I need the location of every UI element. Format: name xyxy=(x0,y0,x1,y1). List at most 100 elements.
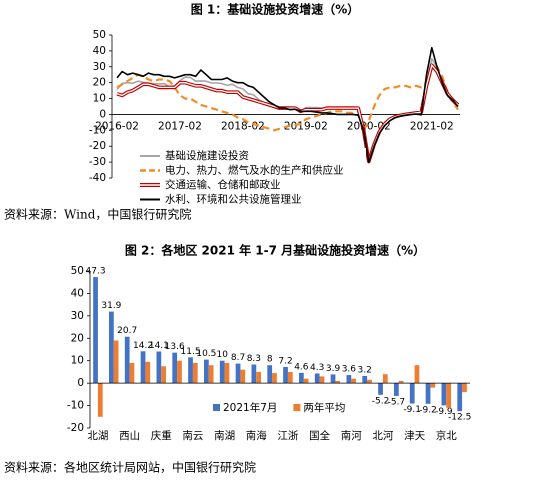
x-tick-label: 津天 xyxy=(404,430,425,442)
data-label: -9.1 xyxy=(403,405,421,415)
y-tick-label: 0 xyxy=(77,377,84,389)
bar xyxy=(283,366,288,384)
bar xyxy=(129,362,135,384)
data-label: 4.6 xyxy=(294,362,309,372)
y-tick-label: 30 xyxy=(71,310,84,322)
bar xyxy=(351,378,356,384)
y-tick-label: -20 xyxy=(67,422,84,434)
bar xyxy=(299,372,304,384)
bar xyxy=(251,364,257,384)
x-tick-label: 2017-02 xyxy=(158,120,202,132)
chart-title: 图 1：基础设施投资增速（%） xyxy=(191,2,360,17)
bar xyxy=(303,378,309,384)
bar xyxy=(272,373,277,384)
legend-swatch xyxy=(293,404,301,411)
x-tick-label: 南云 xyxy=(182,429,203,442)
bar xyxy=(346,375,352,384)
data-label: 13.6 xyxy=(165,342,185,352)
data-label: 7.2 xyxy=(278,356,292,366)
bar xyxy=(140,351,146,384)
bar xyxy=(172,352,178,384)
data-label: -12.5 xyxy=(448,413,471,423)
legend-label: 2021年7月 xyxy=(223,401,277,414)
series-line xyxy=(116,58,459,164)
bar xyxy=(113,340,119,384)
y-tick-label: 20 xyxy=(71,332,84,344)
bar xyxy=(446,383,451,408)
y-tick-label: -20 xyxy=(89,140,106,152)
bar xyxy=(414,365,420,384)
y-tick-label: 0 xyxy=(99,108,106,120)
series-line xyxy=(116,46,459,163)
data-label: 31.9 xyxy=(101,301,121,311)
y-tick-label: -40 xyxy=(89,172,106,184)
bar xyxy=(208,365,214,384)
bar xyxy=(240,369,246,384)
bar xyxy=(462,383,467,393)
bar xyxy=(267,365,273,384)
data-label: 10.5 xyxy=(196,349,216,359)
legend-box xyxy=(136,148,366,208)
bar xyxy=(430,383,436,388)
bar xyxy=(256,371,261,384)
x-tick-label: 南海 xyxy=(246,429,267,442)
bar xyxy=(378,383,383,395)
y-tick-label: -10 xyxy=(67,400,84,412)
x-tick-label: 国全 xyxy=(309,429,330,442)
legend-label: 交通运输、仓储和邮政业 xyxy=(165,178,281,191)
legend-swatch xyxy=(213,404,220,411)
data-label: -5.2 xyxy=(372,396,390,406)
bar xyxy=(398,380,404,384)
y-tick-label: -10 xyxy=(89,124,106,136)
legend-label: 水利、环境和公共设施管理业 xyxy=(165,193,302,206)
bar xyxy=(156,351,162,384)
bar xyxy=(177,360,182,384)
x-tick-label: 南河 xyxy=(341,429,362,442)
bar xyxy=(124,336,130,384)
x-tick-label: 南湖 xyxy=(214,429,235,442)
data-label: 47.3 xyxy=(86,267,106,277)
bar xyxy=(204,359,209,384)
series-line xyxy=(116,65,459,132)
x-tick-label: 京北 xyxy=(436,429,457,442)
bar xyxy=(362,375,368,384)
data-label: 11.5 xyxy=(181,347,201,357)
x-tick-label: 2016-02 xyxy=(95,120,139,132)
source-note: 资料来源：Wind，中国银行研究院 xyxy=(4,207,191,222)
bar xyxy=(319,376,325,384)
y-tick-label: 20 xyxy=(93,77,106,89)
y-tick-label: 10 xyxy=(71,355,84,367)
data-label: 4.3 xyxy=(310,363,324,373)
bar xyxy=(235,363,241,384)
y-tick-label: 50 xyxy=(71,265,84,277)
y-tick-label: -30 xyxy=(89,156,106,168)
x-tick-label: 江浙 xyxy=(277,430,298,442)
data-label: 8 xyxy=(267,355,273,365)
bar xyxy=(219,360,225,384)
data-label: 10 xyxy=(216,350,228,360)
bar xyxy=(109,311,114,384)
chart-title: 图 2：各地区 2021 年 1-7 月基础设施投资增速（%） xyxy=(125,243,425,258)
x-tick-label: 2019-02 xyxy=(284,120,328,132)
x-tick-label: 北河 xyxy=(372,430,393,442)
data-label: 8.3 xyxy=(247,354,261,364)
bar xyxy=(367,379,372,384)
source-note: 资料来源：各地区统计局网站，中国银行研究院 xyxy=(4,460,256,475)
x-tick-label: 西山 xyxy=(119,430,140,442)
bar xyxy=(382,374,388,384)
data-label: 3.9 xyxy=(326,364,341,374)
data-label: 8.7 xyxy=(231,353,245,363)
bar xyxy=(192,362,198,384)
legend-label: 基础设施建设投资 xyxy=(165,149,249,162)
bar xyxy=(394,383,399,396)
data-label: 20.7 xyxy=(117,326,137,336)
data-label: 14.1 xyxy=(149,341,169,351)
bar xyxy=(287,371,293,384)
legend-label: 电力、热力、燃气及水的生产和供应业 xyxy=(165,164,344,177)
data-label: 3.6 xyxy=(342,365,357,375)
bar xyxy=(314,373,320,384)
x-tick-label: 2021-02 xyxy=(410,120,454,132)
y-tick-label: 40 xyxy=(71,287,84,299)
legend-label: 两年平均 xyxy=(303,401,345,414)
